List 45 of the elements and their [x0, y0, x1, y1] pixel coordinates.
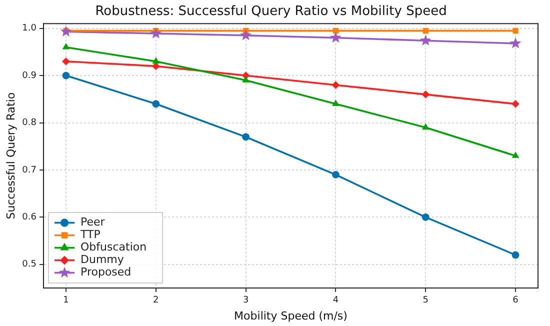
point: [422, 213, 430, 221]
y-tick-label: 0.5: [22, 260, 37, 270]
x-tick-label: 3: [242, 296, 249, 306]
point: [422, 28, 428, 34]
point: [240, 29, 252, 40]
legend-label: Dummy: [80, 253, 124, 266]
point: [62, 58, 70, 66]
point: [152, 100, 160, 108]
point: [422, 124, 429, 130]
chart-title: Robustness: Successful Query Ratio vs Mobility Speed: [95, 4, 447, 20]
point: [150, 28, 162, 38]
y-tick-label: 0.8: [22, 118, 37, 128]
point: [512, 251, 520, 259]
point: [62, 72, 70, 80]
point: [512, 28, 518, 34]
point: [62, 44, 70, 50]
point: [422, 90, 430, 98]
x-tick-label: 1: [63, 296, 69, 306]
point: [332, 100, 339, 106]
point: [242, 133, 250, 141]
x-tick-label: 6: [512, 296, 519, 306]
legend-label: Peer: [80, 216, 106, 229]
point: [332, 170, 340, 178]
y-tick-label: 1.0: [22, 24, 37, 34]
point: [420, 34, 432, 46]
y-tick-label: 0.7: [22, 165, 37, 176]
x-axis-title: Mobility Speed (m/s): [234, 309, 348, 322]
point: [330, 32, 342, 43]
y-axis-title: Successful Query Ratio: [4, 92, 18, 220]
point: [512, 152, 519, 158]
point: [152, 58, 160, 64]
point: [242, 76, 250, 82]
y-tick-label: 0.6: [22, 212, 37, 223]
legend-label: Proposed: [80, 266, 132, 279]
legend-label: TTP: [80, 228, 101, 242]
point: [510, 37, 522, 48]
legend-label: Obfuscation: [80, 240, 147, 254]
point: [60, 26, 72, 36]
x-tick-label: 4: [332, 296, 339, 306]
point: [332, 81, 340, 89]
point: [512, 100, 520, 108]
x-tick-label: 5: [422, 296, 428, 306]
x-tick-label: 2: [153, 296, 159, 306]
y-tick-label: 0.9: [22, 70, 37, 81]
point: [332, 28, 338, 34]
